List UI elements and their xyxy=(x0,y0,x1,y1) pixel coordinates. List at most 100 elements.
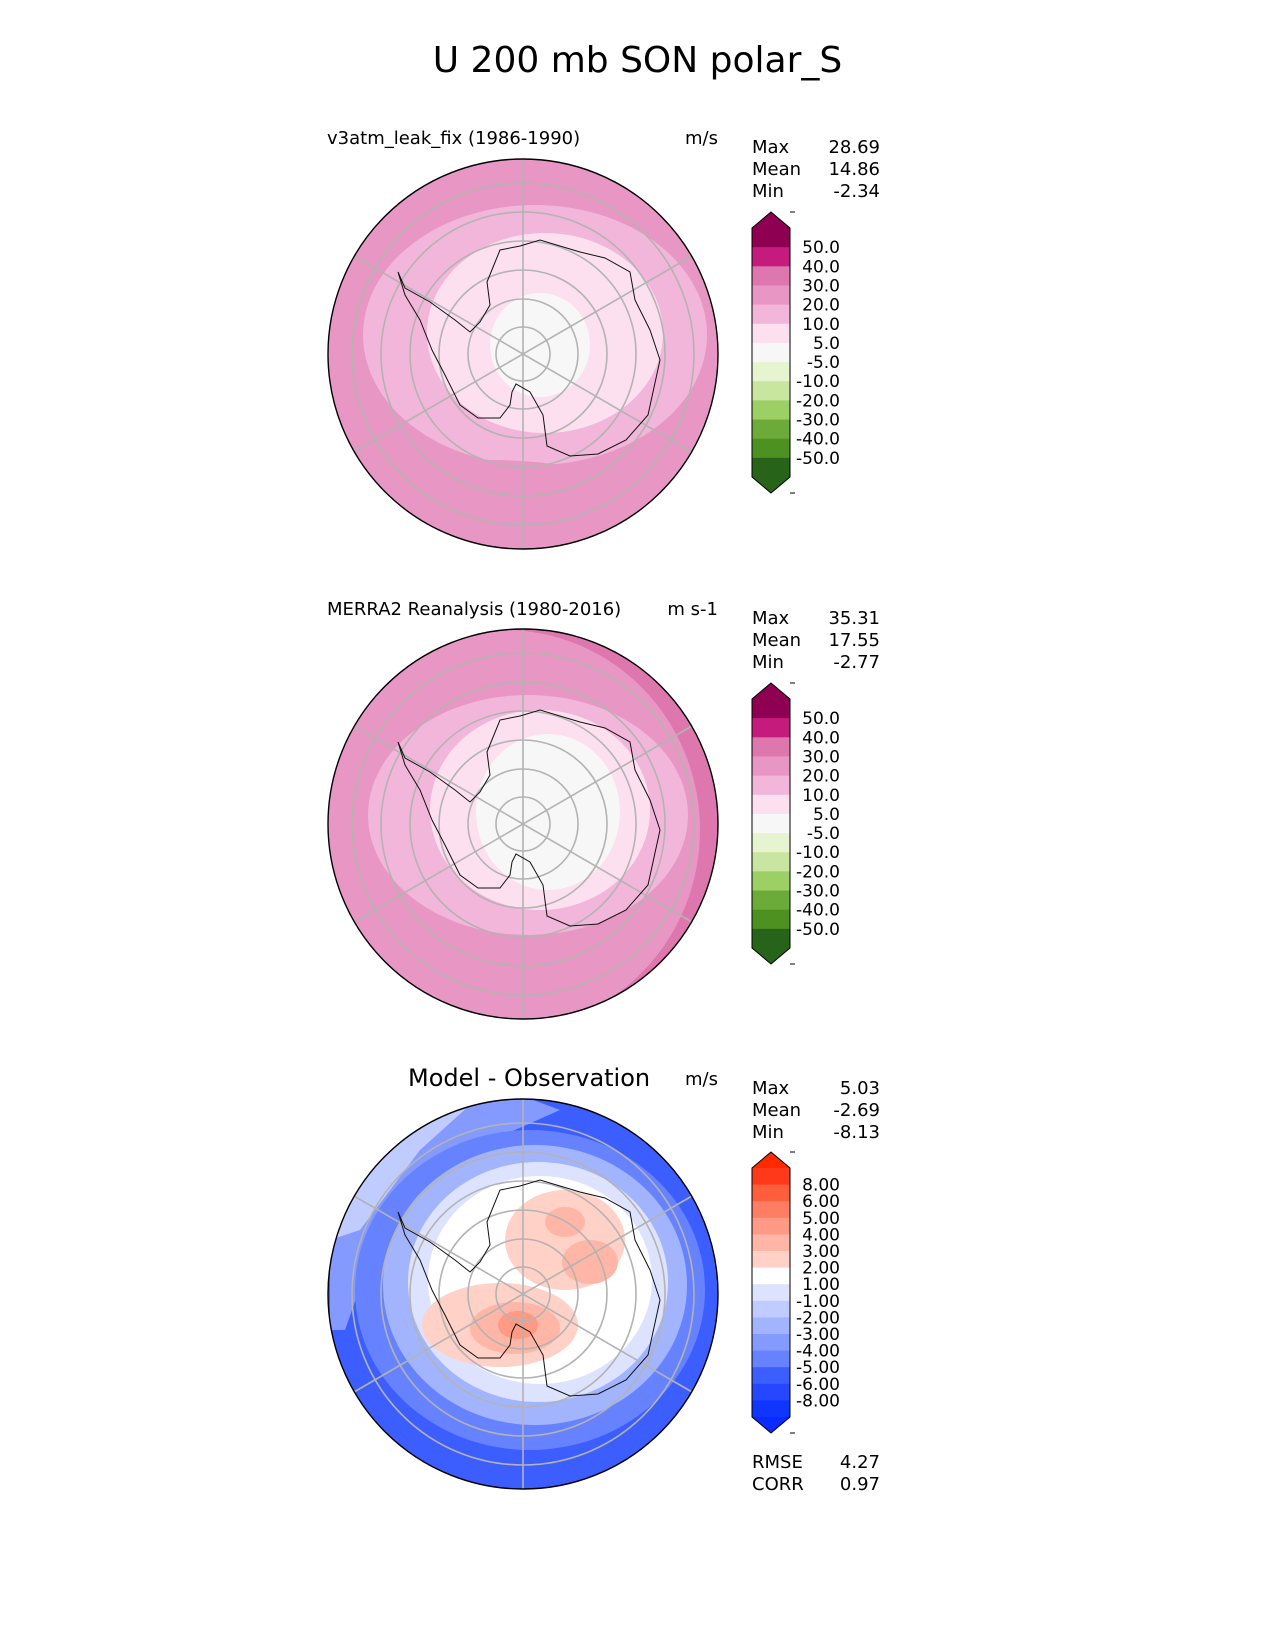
colorbar-tick-label: -1.00 xyxy=(796,1292,840,1312)
map-boundary xyxy=(327,158,719,550)
colorbar-tick-label: 5.00 xyxy=(802,1209,840,1229)
colorbar-tick-label: 5.0 xyxy=(813,334,840,354)
colorbar-swatch xyxy=(752,381,790,401)
colorbar-tick-label: -3.00 xyxy=(796,1325,840,1345)
stat-label: CORR xyxy=(752,1474,804,1495)
panel-2-units: m s-1 xyxy=(667,599,718,620)
colorbar-tick-label: -20.0 xyxy=(796,391,840,411)
stat-label: Max xyxy=(752,1078,790,1099)
panel-1-map xyxy=(327,158,719,550)
colorbar-tick-label: 50.0 xyxy=(802,709,840,729)
colorbar-tick-label: -40.0 xyxy=(796,901,840,921)
stat-value: 14.86 xyxy=(828,159,880,180)
colorbar-swatch xyxy=(752,1400,790,1418)
colorbar-tick-label: 40.0 xyxy=(802,728,840,748)
stat-label: Min xyxy=(752,652,784,673)
colorbar-tick-label: -2.00 xyxy=(796,1308,840,1328)
colorbar-tick-label: -20.0 xyxy=(796,862,840,882)
colorbar-swatch xyxy=(752,1300,790,1318)
colorbar-swatch xyxy=(752,1350,790,1368)
stat-value: 0.97 xyxy=(839,1474,880,1495)
stat-value: -8.13 xyxy=(833,1122,880,1143)
colorbar-swatch xyxy=(752,362,790,382)
colorbar-tick-label: -8.00 xyxy=(796,1391,840,1411)
colorbar-swatch xyxy=(752,1317,790,1335)
colorbar-swatch xyxy=(752,228,790,248)
colorbar-swatch xyxy=(752,1383,790,1401)
colorbar-tick-label: -50.0 xyxy=(796,449,840,469)
colorbar-tick-label: 20.0 xyxy=(802,296,840,316)
colorbar-tick-label: 20.0 xyxy=(802,767,840,787)
colorbar-swatch xyxy=(752,419,790,440)
colorbar-swatch xyxy=(752,1168,790,1186)
colorbar-tick-label: -5.0 xyxy=(807,353,840,373)
colorbar-swatch xyxy=(752,794,790,815)
colorbar-swatch xyxy=(752,400,790,421)
graticule xyxy=(351,159,695,549)
colorbar-tick-label: -10.0 xyxy=(796,843,840,863)
stat-value: 4.27 xyxy=(839,1452,880,1473)
colorbar-tick-label: 30.0 xyxy=(802,747,840,767)
colorbar-extend-top xyxy=(752,683,790,699)
colorbar-tick-label: -40.0 xyxy=(796,430,840,450)
panel-2-stats: Max 35.31 Mean 17.55 Min -2.77 xyxy=(752,608,880,674)
colorbar-swatch xyxy=(752,813,790,834)
colorbar-3: 8.006.005.004.003.002.001.00-1.00-2.00-3… xyxy=(751,1151,840,1434)
panel-1-stats: Max 28.69 Mean 14.86 Min -2.34 xyxy=(752,137,880,203)
stat-value: 5.03 xyxy=(839,1078,880,1099)
colorbar-swatch xyxy=(752,1184,790,1202)
stat-label: Max xyxy=(752,608,790,629)
stat-label: Mean xyxy=(752,159,802,180)
panel-2-map xyxy=(327,628,719,1020)
colorbar-outline xyxy=(751,211,791,494)
panel-3-stats: Max 5.03 Mean -2.69 Min -8.13 xyxy=(752,1078,880,1144)
colorbar-tick-label: -4.00 xyxy=(796,1342,840,1362)
colorbar-swatch xyxy=(752,1251,790,1269)
colorbar-swatch xyxy=(752,457,790,478)
colorbar-tick-label: 3.00 xyxy=(802,1242,840,1262)
colorbar-swatch xyxy=(752,718,790,738)
colorbar-swatch xyxy=(752,266,790,287)
stat-label: Min xyxy=(752,1122,784,1143)
colorbar-tick-label: 6.00 xyxy=(802,1192,840,1212)
map-boundary xyxy=(327,1098,719,1490)
colorbar-swatch xyxy=(752,890,790,911)
panel-3-map xyxy=(327,1098,719,1490)
colorbar-swatch xyxy=(752,1234,790,1252)
panel-3-units: m/s xyxy=(685,1069,718,1090)
colorbar-swatch xyxy=(752,909,790,930)
colorbar-tick-label: 5.0 xyxy=(813,805,840,825)
colorbar-swatch xyxy=(752,1217,790,1235)
antarctica-coastline xyxy=(397,709,661,927)
colorbar-swatch xyxy=(752,304,790,325)
panel-3-extra-stats: RMSE 4.27 CORR 0.97 xyxy=(752,1452,880,1496)
colorbar-tick-label: -6.00 xyxy=(796,1375,840,1395)
colorbar-outline xyxy=(751,682,791,965)
colorbar-swatch xyxy=(752,285,790,306)
stat-value: 28.69 xyxy=(828,137,880,158)
colorbar-extend-top xyxy=(752,212,790,228)
colorbar-tick-label: -50.0 xyxy=(796,920,840,940)
stat-label: RMSE xyxy=(752,1452,803,1473)
stat-label: Min xyxy=(752,181,784,202)
colorbar-swatch xyxy=(752,1201,790,1219)
colorbar-tick-label: 4.00 xyxy=(802,1225,840,1245)
colorbar-tick-label: -30.0 xyxy=(796,882,840,902)
colorbar-tick-label: 50.0 xyxy=(802,238,840,258)
colorbar-extend-bottom xyxy=(752,1417,790,1433)
antarctica-coastline xyxy=(397,1179,661,1397)
panel-2-title: MERRA2 Reanalysis (1980-2016) xyxy=(327,599,622,620)
colorbar-swatch xyxy=(752,438,790,459)
stat-label: Max xyxy=(752,137,790,158)
colorbar-tick-label: -30.0 xyxy=(796,411,840,431)
colorbar-swatch xyxy=(752,928,790,949)
colorbar-swatch xyxy=(752,247,790,267)
colorbar-tick-label: 1.00 xyxy=(802,1275,840,1295)
colorbar-tick-label: 10.0 xyxy=(802,315,840,335)
colorbar-tick-label: -5.0 xyxy=(807,824,840,844)
colorbar-swatch xyxy=(752,775,790,796)
colorbar-tick-label: 30.0 xyxy=(802,276,840,296)
stat-label: Mean xyxy=(752,1100,802,1121)
panel-1-units: m/s xyxy=(685,128,718,149)
